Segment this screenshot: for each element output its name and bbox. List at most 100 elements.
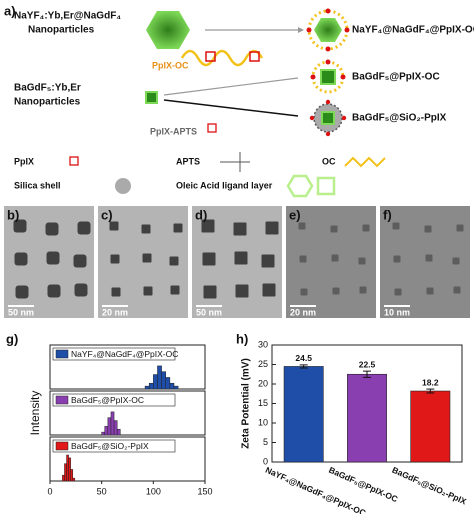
nanoparticle bbox=[331, 254, 339, 262]
y-tick-label: 10 bbox=[258, 417, 268, 427]
nanoparticle bbox=[456, 224, 464, 232]
histogram-bar bbox=[116, 428, 121, 436]
nanoparticle bbox=[142, 253, 152, 263]
histogram-bar bbox=[68, 457, 71, 482]
dynamic-layer: b) 50 nm c) 20 nm d) 50 nm e) 20 nm f) 10 nm g) Int… bbox=[4, 206, 470, 514]
square-particle bbox=[145, 91, 158, 104]
nanoparticle bbox=[201, 219, 215, 233]
ppix-icon bbox=[69, 156, 79, 166]
nanoparticle bbox=[426, 287, 434, 295]
nanoparticle bbox=[203, 285, 217, 299]
start-name: NaYF₄:Yb,Er@NaGdF₄ bbox=[14, 11, 121, 22]
y-tick-label: 30 bbox=[258, 339, 268, 349]
nanoparticle bbox=[393, 255, 401, 263]
histogram-bar bbox=[64, 463, 67, 482]
panel-label: g) bbox=[6, 331, 18, 346]
panel-label: a) bbox=[4, 3, 16, 18]
legend-swatch bbox=[55, 395, 69, 405]
arrow bbox=[163, 99, 299, 117]
product-name: BaGdF₅@PpIX-OC bbox=[352, 72, 440, 83]
histogram-bar bbox=[110, 411, 115, 436]
panel-label: b) bbox=[7, 207, 19, 222]
histogram-bar bbox=[148, 382, 154, 390]
x-tick-label: 50 bbox=[97, 486, 107, 496]
bar bbox=[347, 373, 387, 463]
subplot-frame bbox=[49, 344, 206, 390]
legend-text: Silica shell bbox=[14, 180, 61, 190]
histogram-bar bbox=[104, 426, 109, 436]
nanoparticle bbox=[424, 225, 432, 233]
scale-label: 50 nm bbox=[196, 307, 222, 317]
nanoparticle bbox=[332, 287, 340, 295]
panel-label: d) bbox=[195, 207, 207, 222]
value-label: 24.5 bbox=[295, 353, 312, 363]
x-tick-label: 0 bbox=[47, 486, 52, 496]
histogram-bar bbox=[107, 417, 112, 436]
nanoparticle bbox=[453, 286, 461, 294]
legend-text: Oleic Acid ligand layer bbox=[176, 180, 273, 190]
histogram-bar bbox=[157, 365, 162, 390]
panel-label: c) bbox=[101, 207, 113, 222]
arrow bbox=[163, 77, 299, 96]
nanoparticle bbox=[13, 219, 27, 233]
nanoparticle bbox=[173, 223, 183, 233]
nanoparticle bbox=[170, 285, 180, 295]
nanoparticle bbox=[15, 285, 29, 299]
ppix-icon bbox=[205, 51, 216, 62]
y-tick-label: 25 bbox=[258, 359, 268, 369]
nanoparticle bbox=[300, 288, 308, 296]
nanoparticle bbox=[262, 283, 276, 297]
scale-label: 50 nm bbox=[8, 307, 34, 317]
start-sub: Nanoparticles bbox=[28, 25, 95, 36]
histogram-bar bbox=[153, 374, 158, 390]
legend-label: NaYF₄@NaGdF₄@PpIX-OC bbox=[71, 349, 178, 359]
panel-label: e) bbox=[289, 207, 301, 222]
nanoparticle bbox=[47, 284, 61, 298]
bar bbox=[283, 366, 324, 463]
x-tick-label: NaYF₄@NaGdF₄@PpIX-OC bbox=[264, 465, 367, 514]
nanoparticle bbox=[74, 283, 88, 297]
nanoparticle bbox=[45, 222, 59, 236]
histogram-bar bbox=[144, 385, 150, 390]
product-particle bbox=[310, 59, 346, 94]
nanoparticle bbox=[359, 286, 367, 294]
y-tick-label: 5 bbox=[263, 437, 268, 447]
nanoparticle bbox=[169, 256, 179, 266]
legend-box bbox=[52, 347, 176, 361]
nanoparticle bbox=[234, 251, 248, 265]
nanoparticle bbox=[425, 254, 433, 262]
nanoparticle bbox=[46, 251, 60, 265]
histogram-bar bbox=[165, 377, 171, 390]
start-name: BaGdF₅:Yb,Er bbox=[14, 83, 81, 94]
y-tick-label: 0 bbox=[263, 456, 268, 466]
nanoparticle bbox=[452, 257, 460, 265]
nanoparticle bbox=[109, 221, 119, 231]
subplot-frame bbox=[49, 436, 206, 482]
y-tick-label: 20 bbox=[258, 378, 268, 388]
oc-icon bbox=[344, 156, 386, 168]
nanoparticle bbox=[110, 254, 120, 264]
value-label: 18.2 bbox=[422, 377, 439, 387]
histogram-bar bbox=[66, 454, 69, 482]
value-label: 22.5 bbox=[359, 359, 376, 369]
legend-text: PpIX bbox=[14, 156, 34, 166]
ligand-icon bbox=[316, 176, 336, 196]
y-tick-label: 15 bbox=[258, 398, 268, 408]
x-tick-label: 150 bbox=[197, 486, 212, 496]
product-name: NaYF₄@NaGdF₄@PpIX-OC bbox=[352, 25, 474, 36]
legend-swatch bbox=[55, 441, 69, 451]
legend-box bbox=[52, 393, 176, 407]
product-particle bbox=[309, 99, 347, 137]
product-name: BaGdF₅@SiO₂-PpIX bbox=[352, 113, 447, 124]
ppix-icon bbox=[249, 51, 260, 62]
panel-label: f) bbox=[383, 207, 392, 222]
ligand-icon bbox=[286, 174, 314, 198]
legend-label: BaGdF₅@PpIX-OC bbox=[71, 395, 144, 405]
histogram-bar bbox=[113, 420, 118, 436]
nanoparticle bbox=[392, 222, 400, 230]
nanoparticle bbox=[73, 254, 87, 268]
panel-label: h) bbox=[236, 331, 248, 346]
histogram-bar bbox=[161, 371, 166, 390]
product-particle bbox=[306, 8, 350, 52]
histogram-bar bbox=[101, 431, 106, 436]
